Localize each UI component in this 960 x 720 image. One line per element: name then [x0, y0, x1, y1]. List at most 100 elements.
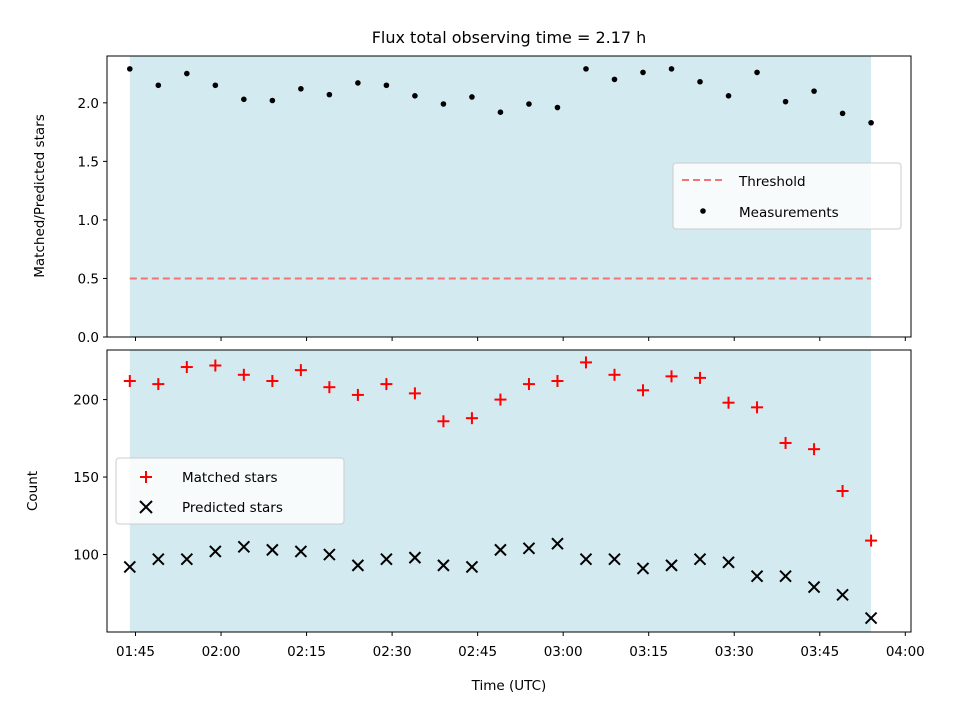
top-series-group	[127, 66, 874, 280]
predicted-star-point	[294, 545, 308, 558]
matched-star-point	[408, 387, 421, 400]
predicted-star-point	[722, 556, 735, 569]
predicted-marker-b	[522, 542, 536, 555]
chart-title: Flux total observing time = 2.17 h	[372, 28, 647, 47]
predicted-legend-marker	[139, 500, 153, 514]
bottom-x-tick-label: 02:30	[373, 644, 412, 660]
matched-star-point	[380, 378, 393, 391]
predicted-marker-b	[494, 543, 507, 557]
matched-star-point	[836, 485, 849, 497]
matched-star-point	[294, 364, 307, 377]
predicted-marker-b	[579, 552, 593, 566]
bottom-x-tick-label: 02:00	[202, 644, 241, 660]
matched-star-point	[779, 436, 792, 449]
measurements-legend-marker	[700, 208, 706, 214]
bottom-y-tick-label: 200	[73, 393, 99, 409]
predicted-star-point	[237, 540, 251, 553]
matched-star-point	[437, 415, 450, 428]
predicted-star-point	[579, 552, 593, 566]
matched-star-point	[266, 374, 279, 387]
x-axis-label: Time (UTC)	[471, 678, 547, 694]
predicted-marker-b	[836, 588, 849, 602]
bottom-y-tick-label: 150	[73, 470, 99, 486]
measurement-point	[212, 82, 219, 89]
bottom-legend-box	[115, 457, 345, 525]
predicted-star-point	[180, 552, 194, 566]
measurement-point	[412, 93, 418, 99]
legend-threshold-label: Threshold	[738, 174, 806, 190]
top-x-ticks	[135, 337, 906, 341]
predicted-star-point	[608, 552, 621, 566]
measurement-point	[355, 80, 361, 86]
bottom-x-tick-label: 04:00	[886, 644, 925, 660]
matched-star-point	[180, 361, 193, 374]
predicted-star-point	[209, 545, 222, 558]
top-y-tick-label: 1.5	[78, 154, 99, 170]
matched-star-point	[637, 384, 649, 397]
predicted-star-point	[266, 543, 279, 557]
predicted-marker-b	[665, 559, 678, 572]
bottom-y-axis-label: Count	[25, 471, 41, 511]
measurement-point	[868, 119, 874, 126]
top-panel: 0.0 0.5 1.0 1.5 2.0 Flux total observing tim…	[32, 28, 912, 346]
predicted-star-point	[750, 570, 764, 583]
matched-star-point	[323, 381, 336, 394]
predicted-marker-b	[465, 560, 479, 574]
predicted-star-point	[494, 543, 507, 557]
predicted-marker-b	[750, 570, 764, 583]
predicted-marker-b	[380, 552, 393, 566]
predicted-star-point	[693, 552, 707, 566]
measurement-point	[497, 109, 504, 115]
top-y-axis-label: Matched/Predicted stars	[32, 114, 48, 277]
predicted-marker-b	[408, 551, 422, 564]
matched-star-point	[123, 374, 136, 387]
measurement-point	[839, 110, 846, 117]
matched-star-point	[665, 370, 678, 383]
measurement-point	[754, 69, 760, 76]
top-legend: Threshold Measurements	[672, 162, 902, 230]
predicted-star-point	[636, 562, 650, 575]
top-y-tick-label: 1.0	[78, 213, 99, 229]
measurement-point	[383, 82, 390, 89]
predicted-marker-b	[722, 556, 735, 569]
predicted-star-point	[807, 580, 821, 594]
bottom-x-tick-label: 03:45	[800, 644, 839, 660]
matched-star-point	[551, 374, 564, 387]
predicted-marker-b	[351, 559, 365, 572]
predicted-marker-b	[152, 552, 165, 566]
predicted-star-point	[864, 611, 878, 625]
bottom-x-tick-label: 03:30	[715, 644, 754, 660]
top-y-tick-label: 0.0	[78, 330, 99, 346]
matched-star-point	[694, 371, 707, 384]
matched-star-point	[579, 356, 592, 369]
predicted-marker-b	[807, 580, 821, 594]
measurement-point	[440, 101, 447, 107]
bottom-series-group	[123, 356, 878, 625]
bottom-x-tick-label: 03:15	[629, 644, 668, 660]
predicted-star-point	[665, 559, 678, 572]
predicted-marker-b	[266, 543, 279, 557]
predicted-star-point	[779, 570, 792, 583]
matched-star-point	[608, 368, 621, 381]
measurement-point	[811, 88, 817, 94]
measurement-point	[526, 101, 532, 107]
measurement-point	[640, 69, 646, 76]
predicted-marker-b	[237, 540, 251, 553]
predicted-marker-b	[123, 560, 137, 574]
measurement-point	[127, 66, 133, 72]
measurement-point	[184, 70, 190, 77]
top-y-tick-label: 2.0	[78, 96, 99, 112]
matched-star-point	[522, 378, 535, 391]
legend-measurements-label: Measurements	[739, 205, 839, 221]
bottom-x-tick-label: 01:45	[116, 644, 155, 660]
predicted-star-point	[351, 559, 365, 572]
top-y-tick-label: 0.5	[78, 271, 99, 287]
measurement-point	[326, 91, 333, 98]
predicted-star-point	[380, 552, 393, 566]
measurement-point	[469, 94, 475, 100]
measurement-point	[269, 97, 276, 104]
predicted-star-point	[465, 560, 479, 574]
predicted-marker-b	[551, 537, 564, 550]
legend-matched-label: Matched stars	[182, 470, 278, 486]
